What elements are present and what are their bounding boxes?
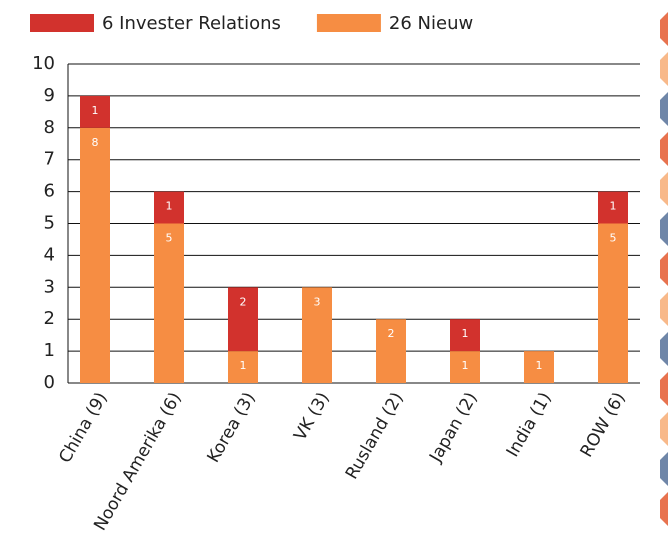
y-tick-label: 8: [44, 117, 55, 138]
data-label: 1: [536, 359, 543, 372]
x-tick-label: Rusland (2): [342, 389, 408, 483]
x-tick-label: China (9): [55, 389, 111, 467]
data-label: 2: [388, 327, 395, 340]
y-tick-label: 10: [32, 53, 55, 74]
legend-swatch: [317, 14, 381, 32]
data-label: 1: [462, 359, 469, 372]
chart: 0 1 2 3 4 5 6 7 8 9 10 6 Invester Relations 26 Nieuw…: [0, 0, 668, 550]
y-tick-label: 4: [44, 244, 55, 265]
data-label: 1: [462, 327, 469, 340]
bar-segment: [154, 224, 184, 384]
x-tick-label: ROW (6): [577, 389, 630, 461]
data-label: 3: [314, 295, 321, 308]
x-tick-label: Korea (3): [203, 389, 259, 466]
bar-segment: [80, 128, 110, 383]
legend-label: 26 Nieuw: [389, 13, 473, 34]
y-tick-label: 7: [44, 149, 55, 170]
x-tick-label: Japan (2): [425, 389, 481, 466]
x-tick-label: VK (3): [290, 389, 333, 444]
data-label: 5: [166, 232, 173, 245]
y-tick-label: 3: [44, 276, 55, 297]
x-tick-label: India (1): [503, 389, 556, 461]
data-label: 1: [166, 200, 173, 213]
data-label: 8: [92, 136, 99, 149]
bar-segment: [598, 224, 628, 384]
edge-decoration: [660, 12, 668, 526]
legend-label: 6 Invester Relations: [102, 13, 281, 34]
data-label: 1: [92, 104, 99, 117]
data-label: 2: [240, 295, 247, 308]
data-label: 1: [240, 359, 247, 372]
y-tick-label: 1: [44, 340, 55, 361]
y-tick-label: 5: [44, 213, 55, 234]
legend-swatch: [30, 14, 94, 32]
y-tick-label: 2: [44, 308, 55, 329]
y-tick-label: 6: [44, 181, 55, 202]
y-tick-label: 9: [44, 85, 55, 106]
y-tick-label: 0: [44, 372, 55, 393]
data-label: 1: [610, 200, 617, 213]
data-label: 5: [610, 232, 617, 245]
